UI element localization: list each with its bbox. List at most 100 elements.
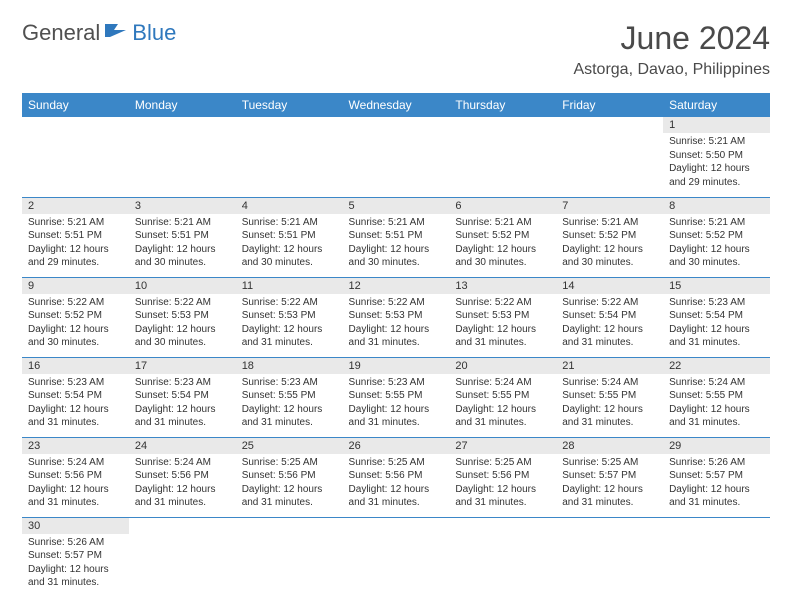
daylight-text: Daylight: 12 hours and 31 minutes. [455, 483, 550, 510]
calendar-cell [22, 117, 129, 197]
day-number: 23 [22, 438, 129, 454]
sunset-text: Sunset: 5:52 PM [455, 229, 550, 243]
calendar-cell: 7Sunrise: 5:21 AMSunset: 5:52 PMDaylight… [556, 197, 663, 277]
sunrise-text: Sunrise: 5:23 AM [242, 376, 337, 390]
daylight-text: Daylight: 12 hours and 31 minutes. [669, 483, 764, 510]
calendar-week-row: 30Sunrise: 5:26 AMSunset: 5:57 PMDayligh… [22, 517, 770, 597]
daylight-text: Daylight: 12 hours and 31 minutes. [28, 403, 123, 430]
daylight-text: Daylight: 12 hours and 30 minutes. [562, 243, 657, 270]
day-details: Sunrise: 5:22 AMSunset: 5:53 PMDaylight:… [343, 294, 450, 354]
day-number: 6 [449, 198, 556, 214]
daylight-text: Daylight: 12 hours and 31 minutes. [242, 323, 337, 350]
sunset-text: Sunset: 5:53 PM [455, 309, 550, 323]
day-number: 9 [22, 278, 129, 294]
calendar-cell [343, 517, 450, 597]
day-details: Sunrise: 5:22 AMSunset: 5:53 PMDaylight:… [449, 294, 556, 354]
calendar-cell [449, 117, 556, 197]
day-details: Sunrise: 5:21 AMSunset: 5:52 PMDaylight:… [449, 214, 556, 274]
sunset-text: Sunset: 5:57 PM [669, 469, 764, 483]
daylight-text: Daylight: 12 hours and 30 minutes. [28, 323, 123, 350]
sunset-text: Sunset: 5:57 PM [28, 549, 123, 563]
calendar-cell: 26Sunrise: 5:25 AMSunset: 5:56 PMDayligh… [343, 437, 450, 517]
calendar-week-row: 2Sunrise: 5:21 AMSunset: 5:51 PMDaylight… [22, 197, 770, 277]
day-number: 4 [236, 198, 343, 214]
weekday-header: Monday [129, 93, 236, 117]
title-block: June 2024 Astorga, Davao, Philippines [573, 20, 770, 79]
calendar-cell: 12Sunrise: 5:22 AMSunset: 5:53 PMDayligh… [343, 277, 450, 357]
calendar-cell: 27Sunrise: 5:25 AMSunset: 5:56 PMDayligh… [449, 437, 556, 517]
daylight-text: Daylight: 12 hours and 31 minutes. [562, 483, 657, 510]
sunset-text: Sunset: 5:54 PM [669, 309, 764, 323]
day-details: Sunrise: 5:21 AMSunset: 5:50 PMDaylight:… [663, 133, 770, 193]
day-details: Sunrise: 5:24 AMSunset: 5:56 PMDaylight:… [22, 454, 129, 514]
sunrise-text: Sunrise: 5:22 AM [135, 296, 230, 310]
weekday-header: Saturday [663, 93, 770, 117]
weekday-header: Thursday [449, 93, 556, 117]
sunset-text: Sunset: 5:55 PM [455, 389, 550, 403]
daylight-text: Daylight: 12 hours and 31 minutes. [28, 483, 123, 510]
day-number: 16 [22, 358, 129, 374]
header: General Blue June 2024 Astorga, Davao, P… [22, 20, 770, 79]
day-number: 5 [343, 198, 450, 214]
day-details: Sunrise: 5:25 AMSunset: 5:56 PMDaylight:… [449, 454, 556, 514]
day-number: 8 [663, 198, 770, 214]
day-number: 27 [449, 438, 556, 454]
logo: General Blue [22, 20, 176, 46]
calendar-week-row: 9Sunrise: 5:22 AMSunset: 5:52 PMDaylight… [22, 277, 770, 357]
daylight-text: Daylight: 12 hours and 30 minutes. [455, 243, 550, 270]
day-number: 19 [343, 358, 450, 374]
daylight-text: Daylight: 12 hours and 31 minutes. [669, 403, 764, 430]
day-details: Sunrise: 5:21 AMSunset: 5:51 PMDaylight:… [343, 214, 450, 274]
calendar-cell: 14Sunrise: 5:22 AMSunset: 5:54 PMDayligh… [556, 277, 663, 357]
calendar-cell [129, 517, 236, 597]
sunset-text: Sunset: 5:52 PM [669, 229, 764, 243]
calendar-cell [663, 517, 770, 597]
daylight-text: Daylight: 12 hours and 31 minutes. [562, 403, 657, 430]
daylight-text: Daylight: 12 hours and 31 minutes. [135, 483, 230, 510]
day-details: Sunrise: 5:24 AMSunset: 5:56 PMDaylight:… [129, 454, 236, 514]
daylight-text: Daylight: 12 hours and 30 minutes. [242, 243, 337, 270]
weekday-header: Sunday [22, 93, 129, 117]
day-number: 12 [343, 278, 450, 294]
calendar-cell [343, 117, 450, 197]
sunset-text: Sunset: 5:53 PM [242, 309, 337, 323]
sunrise-text: Sunrise: 5:23 AM [669, 296, 764, 310]
calendar-cell [236, 117, 343, 197]
calendar-cell: 20Sunrise: 5:24 AMSunset: 5:55 PMDayligh… [449, 357, 556, 437]
calendar-cell: 13Sunrise: 5:22 AMSunset: 5:53 PMDayligh… [449, 277, 556, 357]
sunset-text: Sunset: 5:56 PM [135, 469, 230, 483]
day-number: 24 [129, 438, 236, 454]
sunrise-text: Sunrise: 5:24 AM [135, 456, 230, 470]
sunrise-text: Sunrise: 5:24 AM [562, 376, 657, 390]
day-number: 20 [449, 358, 556, 374]
sunrise-text: Sunrise: 5:21 AM [349, 216, 444, 230]
weekday-header: Tuesday [236, 93, 343, 117]
sunrise-text: Sunrise: 5:26 AM [28, 536, 123, 550]
day-number: 7 [556, 198, 663, 214]
sunset-text: Sunset: 5:54 PM [562, 309, 657, 323]
day-details: Sunrise: 5:25 AMSunset: 5:56 PMDaylight:… [343, 454, 450, 514]
day-details: Sunrise: 5:22 AMSunset: 5:53 PMDaylight:… [129, 294, 236, 354]
day-number: 29 [663, 438, 770, 454]
daylight-text: Daylight: 12 hours and 31 minutes. [242, 403, 337, 430]
day-number: 17 [129, 358, 236, 374]
sunset-text: Sunset: 5:54 PM [28, 389, 123, 403]
calendar-cell [556, 517, 663, 597]
sunset-text: Sunset: 5:56 PM [242, 469, 337, 483]
calendar-cell: 19Sunrise: 5:23 AMSunset: 5:55 PMDayligh… [343, 357, 450, 437]
sunrise-text: Sunrise: 5:21 AM [242, 216, 337, 230]
day-details: Sunrise: 5:22 AMSunset: 5:54 PMDaylight:… [556, 294, 663, 354]
calendar-cell: 8Sunrise: 5:21 AMSunset: 5:52 PMDaylight… [663, 197, 770, 277]
sunset-text: Sunset: 5:51 PM [28, 229, 123, 243]
day-details: Sunrise: 5:24 AMSunset: 5:55 PMDaylight:… [663, 374, 770, 434]
sunrise-text: Sunrise: 5:22 AM [349, 296, 444, 310]
daylight-text: Daylight: 12 hours and 30 minutes. [349, 243, 444, 270]
day-details: Sunrise: 5:21 AMSunset: 5:51 PMDaylight:… [22, 214, 129, 274]
sunset-text: Sunset: 5:50 PM [669, 149, 764, 163]
sunrise-text: Sunrise: 5:24 AM [455, 376, 550, 390]
calendar-cell: 17Sunrise: 5:23 AMSunset: 5:54 PMDayligh… [129, 357, 236, 437]
sunset-text: Sunset: 5:51 PM [349, 229, 444, 243]
day-details: Sunrise: 5:24 AMSunset: 5:55 PMDaylight:… [449, 374, 556, 434]
calendar-week-row: 16Sunrise: 5:23 AMSunset: 5:54 PMDayligh… [22, 357, 770, 437]
day-number: 10 [129, 278, 236, 294]
